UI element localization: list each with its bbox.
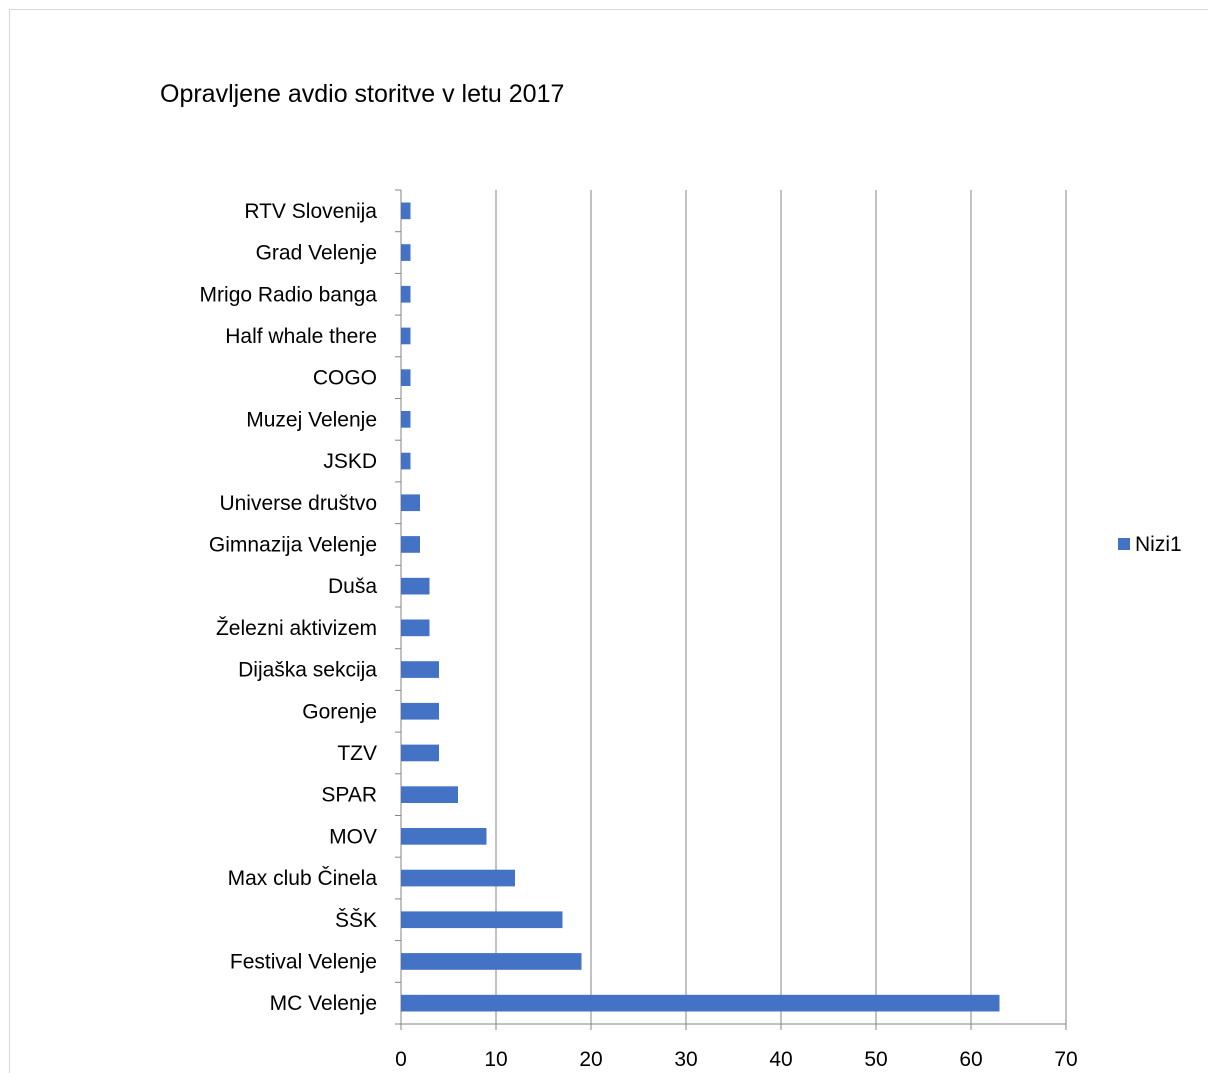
bar: [401, 828, 487, 845]
category-label: MC Velenje: [270, 992, 377, 1015]
bar: [401, 786, 458, 803]
category-label: Muzej Velenje: [246, 408, 377, 431]
category-label: Universe društvo: [219, 492, 377, 515]
bar: [401, 577, 430, 595]
x-tick-label: 0: [395, 1048, 407, 1071]
category-label: JSKD: [323, 450, 377, 473]
bar: [401, 994, 1000, 1012]
x-tick-label: 20: [579, 1048, 602, 1071]
bar: [401, 244, 411, 261]
bar: [401, 369, 411, 386]
x-tick-label: 40: [769, 1048, 792, 1071]
bar: [401, 619, 430, 637]
bar: [401, 327, 411, 345]
category-label: Gimnazija Velenje: [209, 533, 377, 556]
category-label: Dijaška sekcija: [238, 659, 377, 682]
category-label: ŠŠK: [335, 909, 377, 932]
category-label: Grad Velenje: [256, 242, 377, 265]
category-label: COGO: [313, 367, 377, 390]
bar: [401, 744, 439, 762]
legend-swatch: [1118, 538, 1130, 550]
chart-frame: [9, 9, 1208, 1073]
bar: [401, 953, 582, 970]
bar: [401, 536, 420, 553]
bar: [401, 202, 411, 220]
chart-title: Opravljene avdio storitve v letu 2017: [160, 80, 565, 108]
bar: [401, 869, 515, 887]
category-label: Železni aktivizem: [216, 617, 377, 640]
x-tick-label: 10: [484, 1048, 507, 1071]
legend-label: Nizi1: [1135, 533, 1182, 556]
bar: [401, 661, 439, 678]
category-label: Festival Velenje: [230, 950, 377, 973]
x-tick-label: 50: [864, 1048, 887, 1071]
category-label: Gorenje: [302, 700, 377, 723]
bar: [401, 911, 563, 929]
x-tick-label: 70: [1054, 1048, 1077, 1071]
bar: [401, 494, 420, 512]
bar: [401, 411, 411, 428]
x-tick-label: 30: [674, 1048, 697, 1071]
x-tick-label: 60: [959, 1048, 982, 1071]
category-label: RTV Slovenija: [244, 200, 377, 223]
category-label: Max club Činela: [228, 867, 378, 890]
bar: [401, 702, 439, 720]
category-label: TZV: [337, 742, 377, 765]
bar: [401, 285, 411, 303]
bar: [401, 452, 411, 470]
category-label: SPAR: [321, 784, 377, 807]
category-label: Mrigo Radio banga: [200, 283, 378, 306]
category-label: Duša: [328, 575, 377, 598]
category-label: Half whale there: [225, 325, 377, 348]
category-label: MOV: [329, 825, 377, 848]
